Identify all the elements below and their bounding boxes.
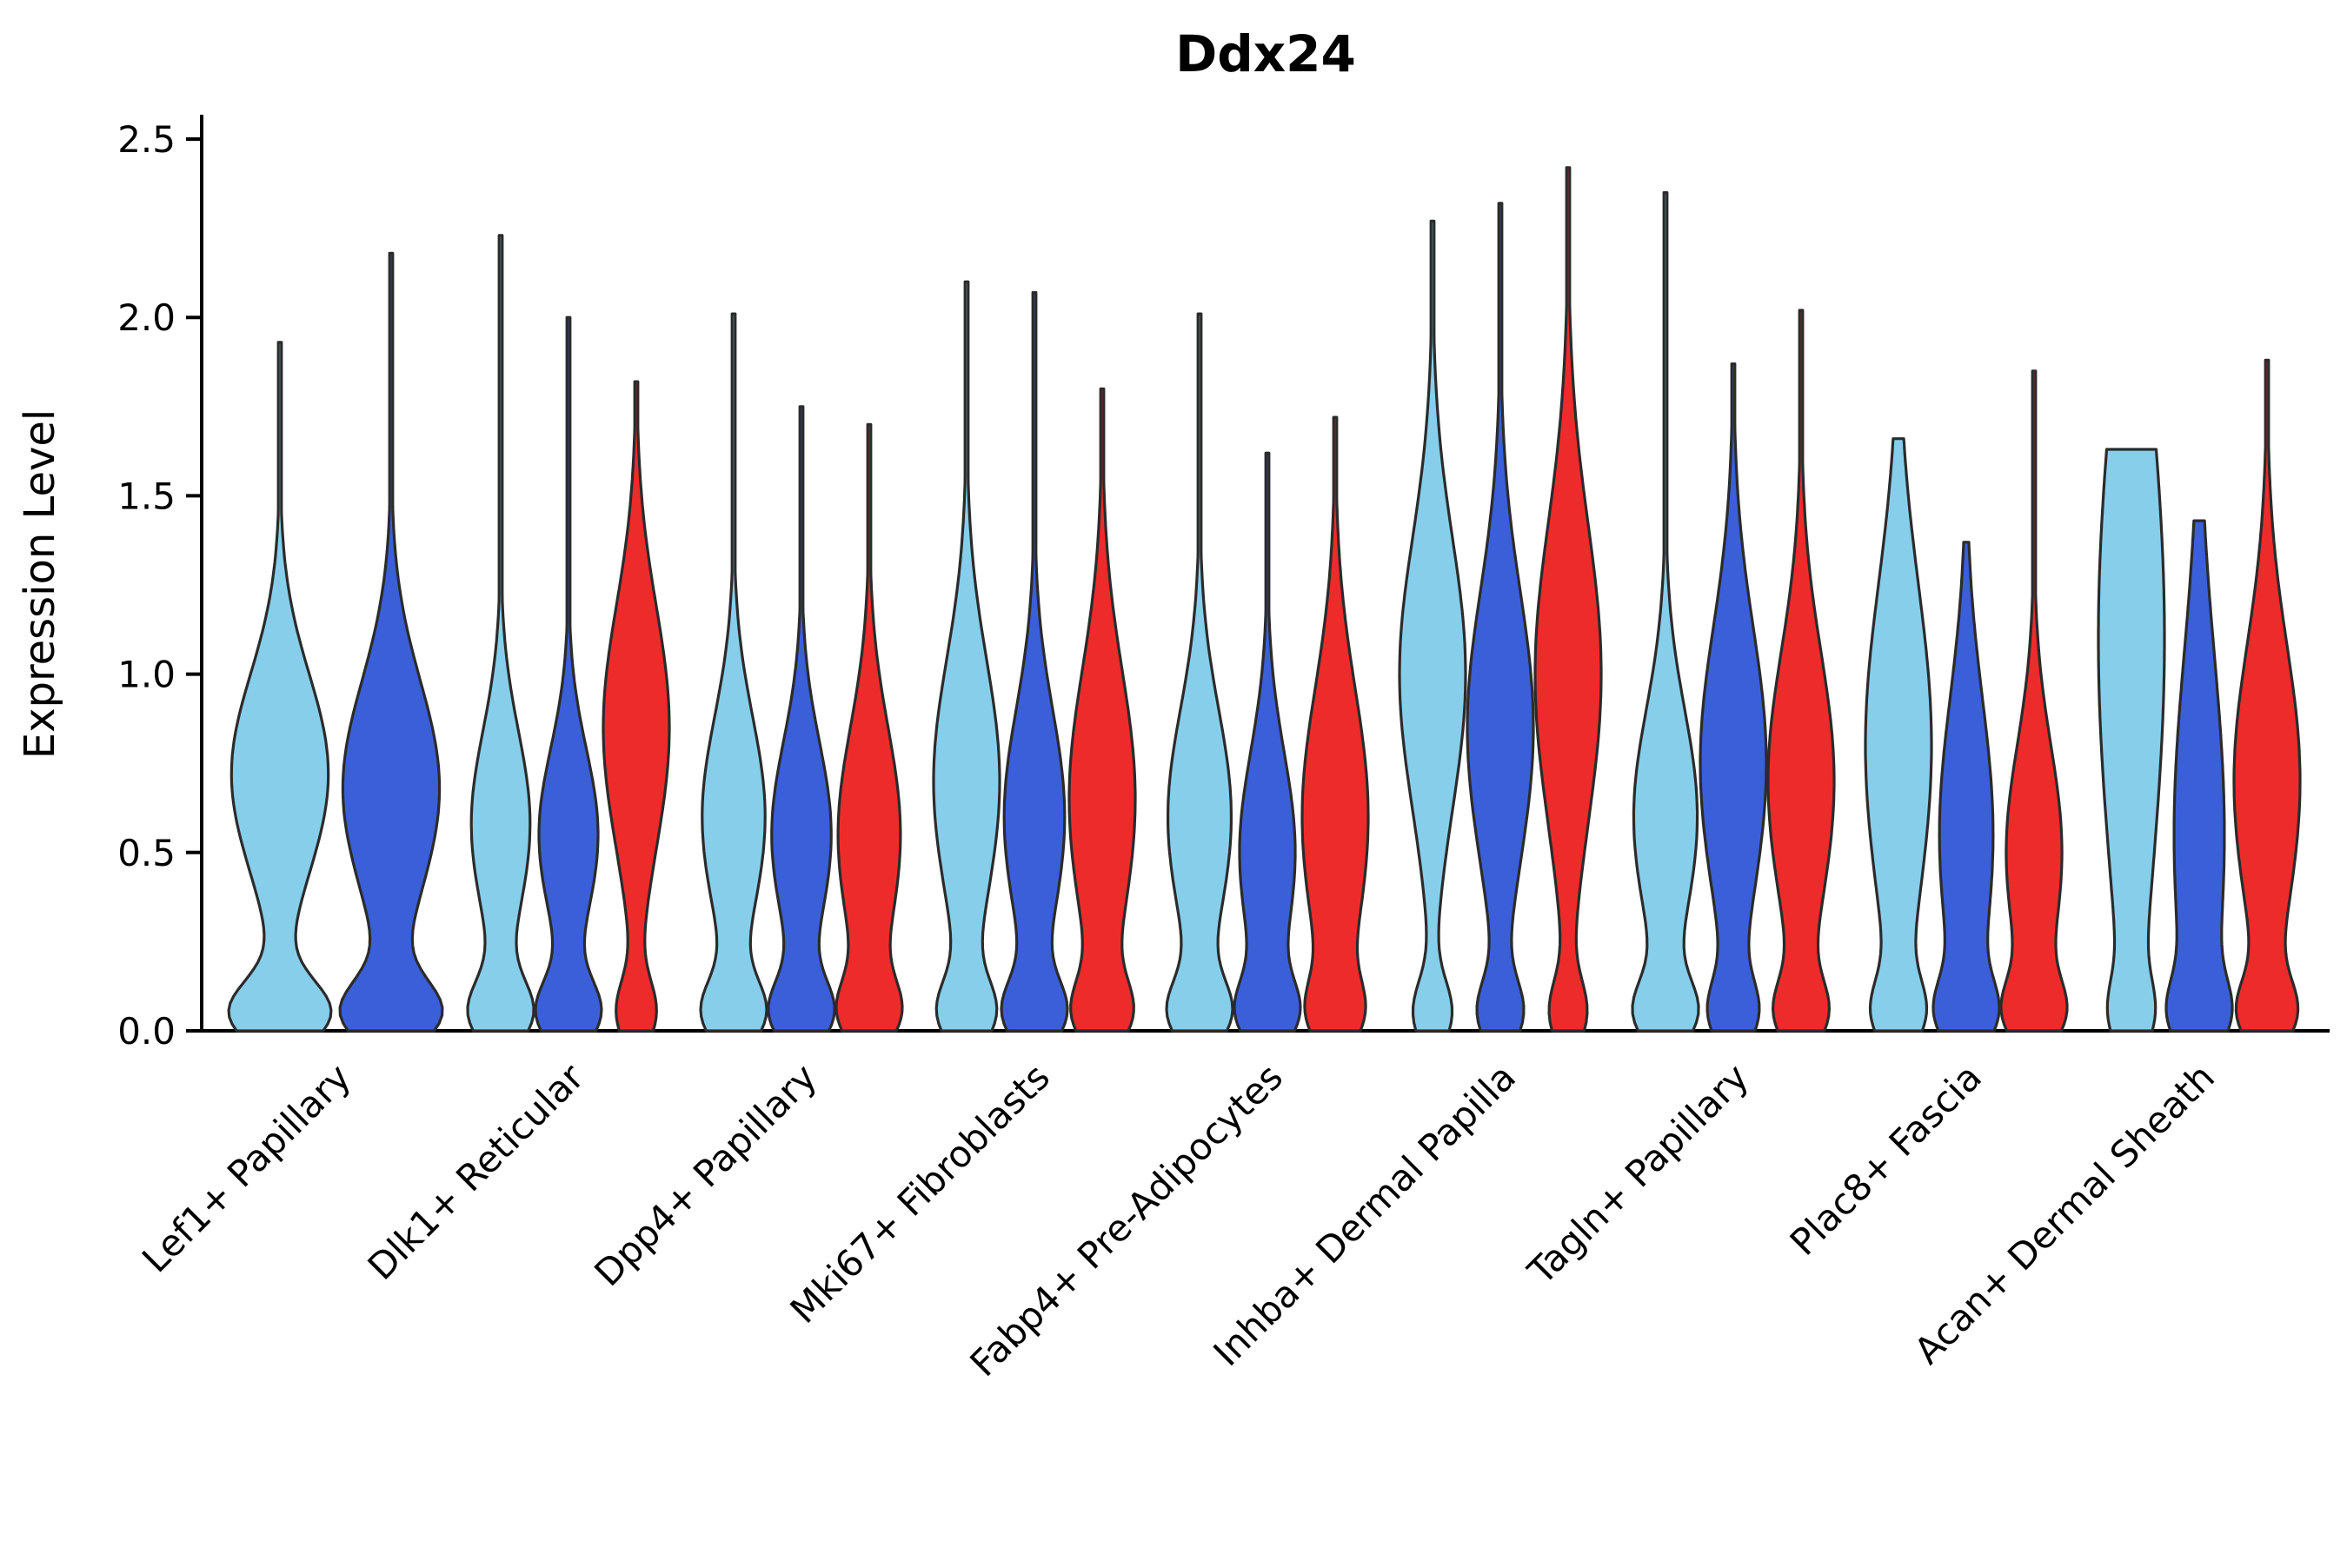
x-tick-label: Dpp4+ Papillary xyxy=(586,1055,825,1294)
violin-5-red xyxy=(1533,166,1603,1033)
y-tick-label: 1.0 xyxy=(117,654,176,696)
y-tick-label: 2.0 xyxy=(117,296,176,339)
violin-0-lightblue xyxy=(227,341,333,1033)
violin-2-lightblue xyxy=(699,312,768,1033)
violin-3-red xyxy=(1067,387,1137,1033)
violin-3-lightblue xyxy=(932,280,1001,1033)
violin-8-blue xyxy=(2164,519,2234,1033)
violin-1-lightblue xyxy=(466,234,535,1033)
violin-7-lightblue xyxy=(1864,437,1933,1033)
x-tick-label: Plac8+ Fascia xyxy=(1782,1055,1990,1263)
chart-title: Ddx24 xyxy=(1175,24,1356,83)
y-tick-label: 0.5 xyxy=(117,832,176,874)
violin-2-red xyxy=(834,422,904,1033)
x-tick-label: Mki67+ Fibroblasts xyxy=(782,1055,1058,1331)
violin-6-red xyxy=(1766,309,1836,1033)
violin-1-red xyxy=(602,380,671,1033)
plot-area: 0.0 0.5 1.0 1.5 2.0 2.5 Lef1+ Papillary Dlk1+ R… xyxy=(117,115,2330,1385)
violin-7-red xyxy=(1999,369,2069,1033)
violin-6-lightblue xyxy=(1631,191,1700,1033)
violin-7-blue xyxy=(1931,541,2001,1033)
violin-5-lightblue xyxy=(1398,219,1467,1033)
violin-3-blue xyxy=(1000,290,1069,1033)
y-tick-label: 2.5 xyxy=(117,118,176,161)
x-tick-label: Tagln+ Papillary xyxy=(1519,1055,1757,1292)
violin-4-blue xyxy=(1233,451,1302,1033)
violin-2-blue xyxy=(767,405,836,1033)
violin-6-blue xyxy=(1699,362,1768,1033)
violin-8-lightblue xyxy=(2097,448,2166,1033)
y-tick-label: 0.0 xyxy=(117,1010,176,1053)
violin-4-red xyxy=(1300,415,1370,1033)
violin-1-blue xyxy=(534,316,603,1033)
violin-8-red xyxy=(2232,358,2302,1033)
violin-0-blue xyxy=(338,251,444,1033)
y-axis-label: Expression Level xyxy=(16,409,64,760)
violin-5-blue xyxy=(1466,202,1535,1033)
y-tick-label: 1.5 xyxy=(117,475,176,517)
x-tick-label: Lef1+ Papillary xyxy=(134,1055,359,1280)
violin-4-lightblue xyxy=(1165,312,1234,1033)
x-tick-label: Dlk1+ Reticular xyxy=(360,1055,593,1288)
